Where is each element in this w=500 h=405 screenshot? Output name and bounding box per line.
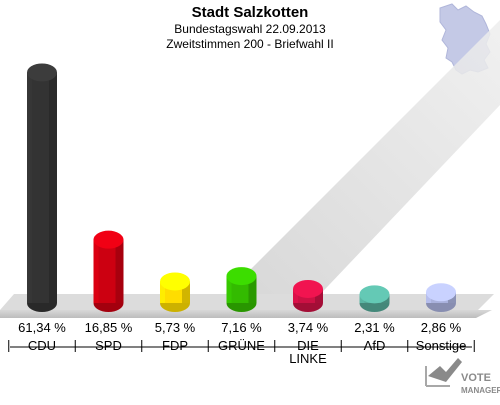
category-label-cdu: CDU xyxy=(28,338,56,353)
value-label-gr-ne: 7,16 % xyxy=(221,320,262,335)
category-label-group: CDU SPD FDP GRÜNE DIE LINKE AfD Sonstige xyxy=(8,338,475,366)
logo-text-vote: VOTE xyxy=(461,372,491,384)
category-label-spd: SPD xyxy=(95,338,122,353)
chart-title: Stadt Salzkotten xyxy=(192,4,309,21)
bar-die-linke xyxy=(293,279,323,312)
bar-cdu xyxy=(27,63,57,312)
chart-subtitle-1: Bundestagswahl 22.09.2013 xyxy=(174,22,326,36)
bar-sonstige xyxy=(426,283,456,312)
category-label-fdp: FDP xyxy=(162,338,188,353)
value-label-group: 61,34 % 16,85 % 5,73 % 7,16 % 3,74 % 2,31 % 2,… xyxy=(18,320,462,335)
category-label-sonstige: Sonstige xyxy=(416,338,467,353)
bar-group xyxy=(27,63,456,312)
background-shadow xyxy=(215,20,500,305)
category-label-die-linke: DIE LINKE xyxy=(289,338,327,366)
category-label-gr-ne: GRÜNE xyxy=(218,338,265,353)
bar-fdp xyxy=(160,272,190,312)
chart-subtitle-2: Zweitstimmen 200 - Briefwahl II xyxy=(166,37,333,51)
logo-text-manager: MANAGER xyxy=(461,386,500,395)
value-label-die-linke: 3,74 % xyxy=(288,320,329,335)
value-label-fdp: 5,73 % xyxy=(155,320,196,335)
value-label-cdu: 61,34 % xyxy=(18,320,66,335)
bar-spd xyxy=(93,230,124,312)
bar-gr-ne xyxy=(226,267,257,312)
vote-manager-logo: VOTE MANAGER xyxy=(425,358,500,395)
bar-afd xyxy=(359,285,390,312)
value-label-spd: 16,85 % xyxy=(85,320,133,335)
checkmark-icon xyxy=(425,358,462,387)
chart-floor xyxy=(0,310,492,318)
value-label-sonstige: 2,86 % xyxy=(421,320,462,335)
category-label-afd: AfD xyxy=(364,338,386,353)
value-label-afd: 2,31 % xyxy=(354,320,395,335)
